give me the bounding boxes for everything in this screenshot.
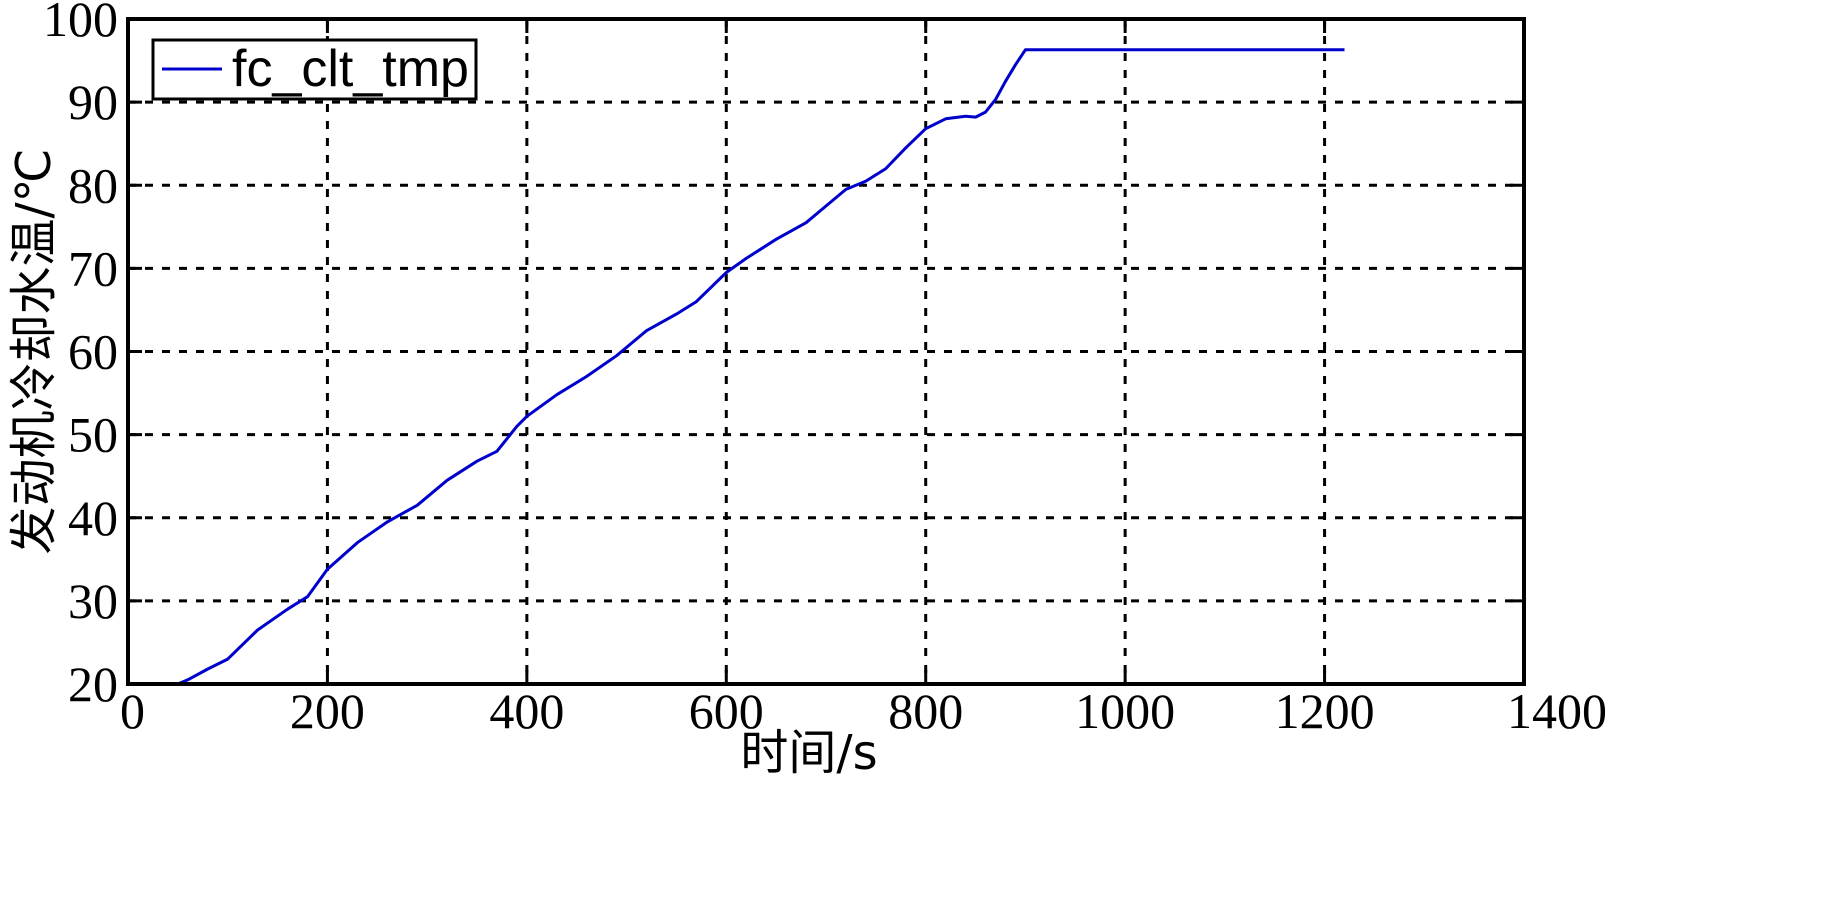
series-layer	[128, 48, 1345, 686]
y-tick-label: 60	[68, 324, 118, 380]
x-tick-label: 1200	[1275, 683, 1375, 739]
y-tick-label: 70	[68, 240, 118, 296]
series-line	[128, 48, 1345, 686]
x-tick-labels: 0 200 400 600 800 1000 1200 1400	[120, 683, 1607, 739]
tick-marks	[126, 17, 1526, 686]
x-axis-title: 时间/s	[740, 725, 877, 781]
x-tick-label: 200	[290, 683, 365, 739]
y-tick-label: 30	[68, 573, 118, 629]
y-tick-label: 100	[43, 0, 118, 47]
x-tick-label: 0	[120, 683, 145, 739]
y-tick-label: 50	[68, 407, 118, 463]
x-tick-label: 1400	[1507, 683, 1607, 739]
grid-lines	[128, 19, 1524, 684]
y-tick-label: 20	[68, 656, 118, 712]
y-tick-labels: 20 30 40 50 60 70 80 90 100	[43, 0, 118, 712]
x-tick-label: 400	[489, 683, 564, 739]
legend-label: fc_clt_tmp	[232, 40, 469, 98]
y-tick-label: 90	[68, 74, 118, 130]
x-tick-label: 1000	[1075, 683, 1175, 739]
y-axis-title: 发动机冷却水温/℃	[6, 148, 62, 554]
x-tick-label: 800	[888, 683, 963, 739]
legend: fc_clt_tmp	[151, 38, 478, 101]
y-tick-label: 40	[68, 490, 118, 546]
x-tick-label: 600	[689, 683, 764, 739]
y-tick-label: 80	[68, 157, 118, 213]
